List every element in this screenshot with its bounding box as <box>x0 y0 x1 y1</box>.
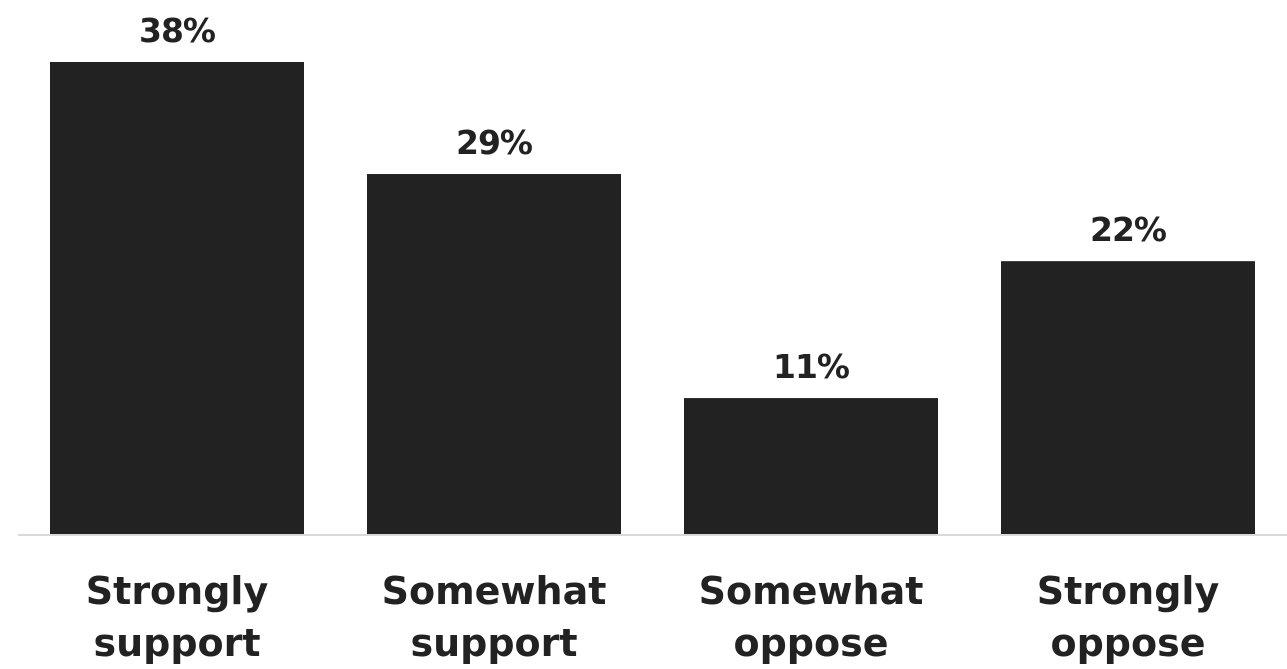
category-label-3-line-0: Strongly <box>1037 569 1220 613</box>
bar-3 <box>1001 261 1255 535</box>
bars-group <box>50 62 1255 536</box>
category-label-2-line-0: Somewhat <box>699 569 924 613</box>
category-label-2-line-1: oppose <box>733 621 888 665</box>
category-labels-group: Strongly support Somewhat support Somewhat op… <box>86 569 1220 665</box>
bar-1 <box>367 174 621 536</box>
category-label-1-line-1: support <box>410 621 577 665</box>
value-label-1: 29% <box>456 123 533 162</box>
value-label-0: 38% <box>139 11 216 50</box>
category-label-3-line-1: oppose <box>1050 621 1205 665</box>
bar-0 <box>50 62 304 535</box>
value-label-2: 11% <box>773 347 850 386</box>
value-labels-group: 38% 29% 11% 22% <box>139 11 1168 386</box>
category-label-1-line-0: Somewhat <box>382 569 607 613</box>
category-label-0-line-1: support <box>93 621 260 665</box>
bar-2 <box>684 398 938 535</box>
category-label-0-line-0: Strongly <box>86 569 269 613</box>
value-label-3: 22% <box>1090 210 1167 249</box>
